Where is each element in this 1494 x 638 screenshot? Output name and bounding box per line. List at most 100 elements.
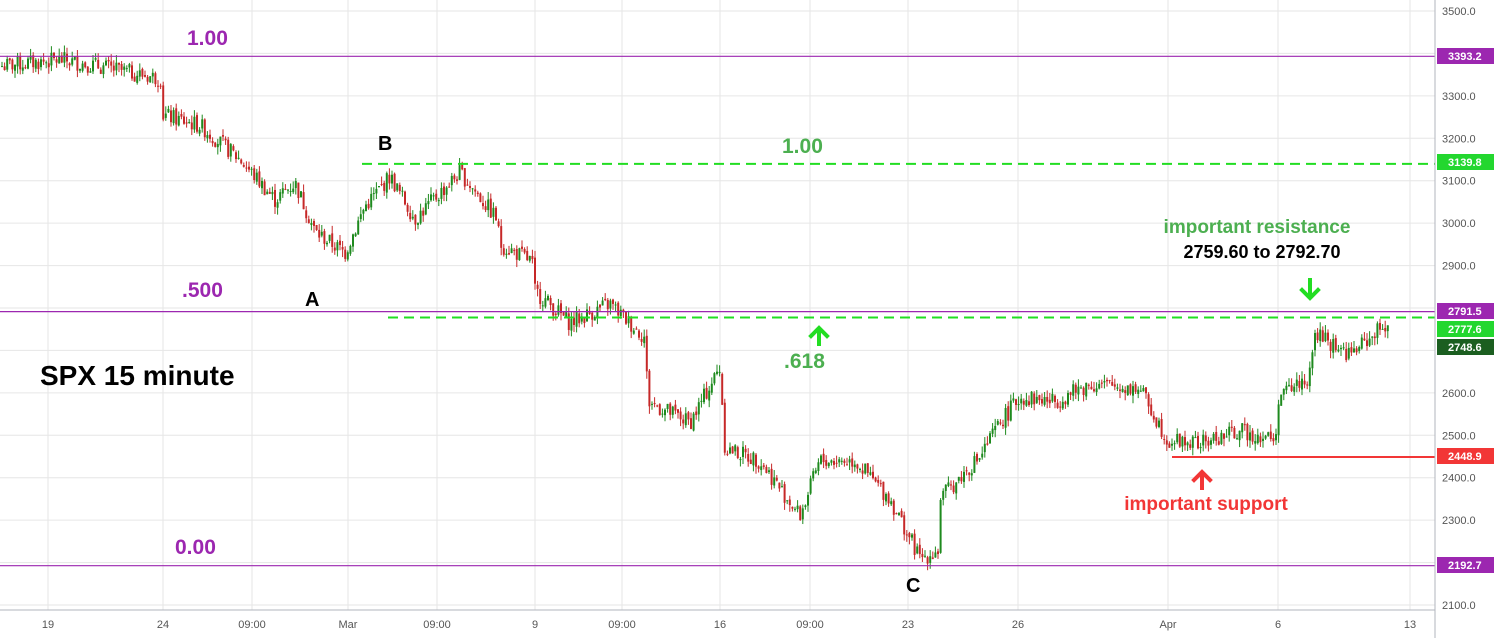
candle-body <box>474 189 477 192</box>
candle-body <box>619 309 622 316</box>
candle-body <box>848 459 851 463</box>
fib-purple-label-1: 1.00 <box>187 27 228 50</box>
candle-body <box>593 316 596 321</box>
support-title: important support <box>1124 494 1288 515</box>
candle-body <box>950 484 952 486</box>
candle-body <box>3 66 6 71</box>
candle-body <box>144 75 146 77</box>
candle-body <box>729 447 731 454</box>
candle-body <box>86 66 89 73</box>
candle-body <box>458 165 461 180</box>
candle-body <box>882 481 885 500</box>
candle-body <box>146 76 149 82</box>
candle-body <box>177 115 180 126</box>
candle-body <box>482 203 484 207</box>
candle-body <box>651 403 653 405</box>
candle-body <box>1082 387 1085 395</box>
price-badge <box>1437 303 1494 319</box>
candle-body <box>188 121 191 124</box>
candle-body <box>677 409 679 413</box>
candle-body <box>765 466 768 473</box>
candle-body <box>92 60 94 72</box>
candle-body <box>812 471 815 479</box>
time-axis[interactable]: 19 24 09:00 Mar 09:00 9 09:00 16 09:00 23 26 Apr 6 13 <box>42 619 1416 631</box>
candle-body <box>760 466 763 471</box>
candle-body <box>541 305 544 307</box>
candle-body <box>554 313 557 315</box>
candle-body <box>710 383 713 393</box>
candle-body <box>755 454 757 467</box>
candle-body <box>768 470 770 473</box>
candle-body <box>357 220 360 235</box>
candle-body <box>170 110 172 123</box>
candle-body <box>947 482 950 486</box>
candle-body <box>396 183 399 191</box>
candle-body <box>960 477 963 482</box>
candle-body <box>255 172 258 182</box>
candle-body <box>331 233 334 247</box>
candle-body <box>1041 399 1043 404</box>
candle-body <box>1168 443 1171 448</box>
candle-body <box>1295 379 1298 386</box>
candle-body <box>1308 367 1311 387</box>
candle-body <box>625 311 627 324</box>
candle-body <box>219 136 222 146</box>
candle-body <box>939 500 942 553</box>
candle-body <box>952 485 955 493</box>
candle-body <box>333 247 336 251</box>
candle-body <box>315 225 318 230</box>
candle-body <box>734 445 737 452</box>
candle-body <box>89 71 92 73</box>
candle-body <box>1080 387 1082 389</box>
price-badge-label: 2791.5 <box>1448 306 1482 318</box>
price-badge <box>1437 48 1494 64</box>
candle-body <box>708 390 711 401</box>
candle-body <box>1048 399 1051 404</box>
candle-body <box>786 500 789 502</box>
candle-body <box>79 68 81 71</box>
candle-body <box>1145 387 1147 394</box>
y-tick-label: 3500.0 <box>1442 6 1476 18</box>
price-badge <box>1437 448 1494 464</box>
candle-body <box>469 185 471 188</box>
candle-body <box>788 499 791 506</box>
candle-body <box>417 223 419 225</box>
candle-body <box>1285 385 1288 391</box>
candle-body <box>976 453 978 462</box>
candle-body <box>120 64 123 70</box>
candle-body <box>489 198 492 218</box>
price-badge-label: 2748.6 <box>1448 342 1482 354</box>
candle-body <box>739 459 742 461</box>
candle-body <box>604 298 607 301</box>
candle-body <box>424 203 427 215</box>
candle-body <box>1249 432 1251 441</box>
candle-body <box>1194 437 1197 439</box>
candle-body <box>591 312 594 320</box>
price-badge-label: 2192.7 <box>1448 560 1482 572</box>
candle-body <box>349 245 352 254</box>
candle-body <box>391 174 393 184</box>
candle-body <box>736 447 739 459</box>
candle-body <box>570 318 573 331</box>
candle-body <box>900 510 903 518</box>
candle-body <box>58 55 61 64</box>
candle-body <box>846 464 848 466</box>
candle-body <box>632 330 635 334</box>
candle-body <box>268 191 271 194</box>
candle-body <box>973 456 976 473</box>
x-tick-label: 09:00 <box>423 619 451 631</box>
y-tick-label: 2600.0 <box>1442 388 1476 400</box>
candle-body <box>874 477 877 482</box>
price-badge <box>1437 557 1494 573</box>
candle-body <box>783 484 786 503</box>
candle-body <box>1254 441 1257 444</box>
candle-body <box>294 181 297 189</box>
candle-body <box>989 433 991 444</box>
wave-label-a: A <box>305 289 319 311</box>
candle-body <box>929 556 932 563</box>
candle-body <box>47 63 50 68</box>
candle-body <box>1363 338 1366 341</box>
candle-body <box>365 204 367 211</box>
candle-body <box>224 138 227 141</box>
